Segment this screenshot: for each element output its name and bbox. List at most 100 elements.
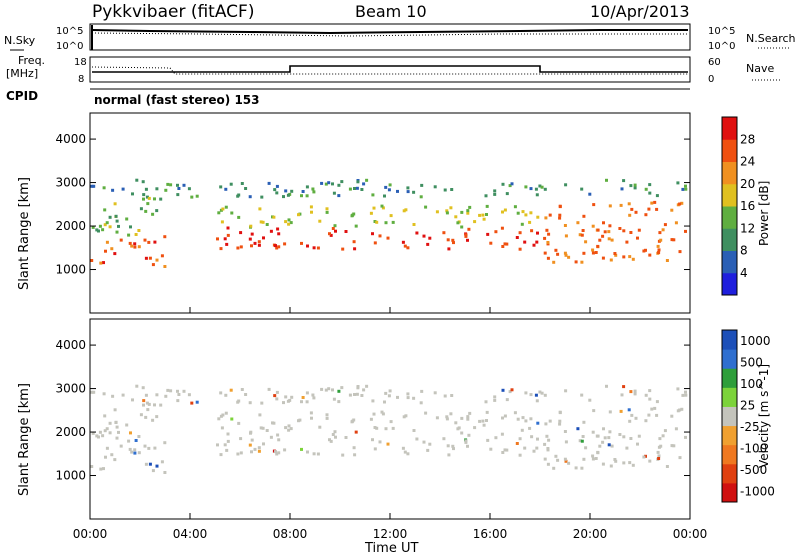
velocity-cell bbox=[467, 433, 471, 437]
n-search-trace bbox=[91, 32, 688, 37]
velocity-cell bbox=[219, 391, 223, 395]
power-cell bbox=[574, 260, 578, 264]
velocity-cell bbox=[493, 395, 497, 399]
velocity-cell bbox=[371, 438, 374, 442]
power-colorbar-tick: 16 bbox=[740, 199, 755, 213]
velocity-cell bbox=[356, 386, 360, 390]
velocity-cell bbox=[275, 397, 279, 401]
power-cell bbox=[103, 223, 107, 227]
velocity-cell bbox=[272, 421, 276, 425]
freq-label: Freq. bbox=[18, 54, 45, 67]
power-cell bbox=[591, 248, 595, 252]
velocity-cell bbox=[169, 389, 173, 393]
velocity-cell bbox=[680, 407, 684, 411]
power-cell bbox=[282, 195, 285, 199]
power-cell bbox=[160, 254, 164, 258]
power-cell bbox=[348, 187, 352, 191]
power-cell bbox=[328, 232, 331, 236]
power-cell bbox=[155, 258, 159, 262]
power-cell bbox=[177, 187, 181, 190]
velocity-cell bbox=[248, 401, 252, 405]
velocity-cell bbox=[133, 451, 137, 455]
power-cell bbox=[513, 205, 517, 209]
velocity-cell bbox=[237, 399, 241, 403]
power-cell bbox=[276, 227, 280, 231]
power-cell bbox=[598, 238, 602, 242]
velocity-cell bbox=[510, 388, 514, 392]
power-cell bbox=[237, 215, 241, 219]
power-cell bbox=[684, 187, 688, 191]
velocity-cell bbox=[446, 444, 450, 448]
power-cell bbox=[543, 251, 547, 255]
velocity-cell bbox=[340, 386, 344, 390]
power-cell bbox=[329, 233, 333, 237]
velocity-cell bbox=[428, 442, 432, 446]
power-cell bbox=[524, 213, 528, 217]
velocity-cell bbox=[529, 417, 533, 421]
velocity-cell bbox=[139, 413, 143, 417]
freq-tick-bottom: 8 bbox=[78, 74, 84, 85]
velocity-cell bbox=[125, 423, 129, 427]
velocity-cell bbox=[644, 419, 648, 423]
colorbar-swatch bbox=[722, 161, 737, 185]
velocity-cell bbox=[190, 401, 194, 405]
velocity-cell bbox=[433, 391, 437, 395]
power-cell bbox=[546, 256, 550, 260]
power-colorbar-tick: 12 bbox=[740, 221, 755, 235]
velocity-cell bbox=[105, 427, 109, 431]
y-tick-label: 3000 bbox=[55, 382, 86, 396]
power-cell bbox=[141, 180, 145, 184]
power-cell bbox=[404, 208, 408, 212]
velocity-cell bbox=[142, 403, 145, 407]
power-cell bbox=[619, 203, 623, 207]
velocity-cell bbox=[262, 442, 265, 446]
colorbar-swatch bbox=[722, 444, 737, 465]
velocity-cell bbox=[466, 417, 470, 421]
velocity-cell bbox=[485, 419, 488, 422]
power-cell bbox=[163, 235, 167, 239]
velocity-y-axis-label: Slant Range [km] bbox=[17, 383, 32, 496]
power-cell bbox=[333, 224, 337, 228]
velocity-cell bbox=[503, 414, 507, 418]
power-cell bbox=[309, 205, 313, 209]
velocity-cell bbox=[352, 446, 356, 450]
velocity-cell bbox=[681, 393, 685, 397]
power-cell bbox=[224, 187, 228, 191]
power-cell bbox=[485, 213, 488, 216]
power-cell bbox=[628, 213, 632, 217]
power-cell bbox=[250, 232, 254, 236]
power-cell bbox=[564, 253, 568, 257]
velocity-cell bbox=[580, 439, 584, 443]
velocity-cell bbox=[564, 389, 568, 393]
power-cell bbox=[389, 214, 393, 218]
power-cell bbox=[657, 248, 661, 252]
velocity-cell bbox=[95, 434, 99, 438]
velocity-cell bbox=[663, 429, 667, 433]
velocity-cell bbox=[250, 450, 253, 454]
velocity-cell bbox=[277, 451, 281, 455]
velocity-cell bbox=[622, 461, 626, 465]
power-cell bbox=[607, 237, 611, 241]
velocity-cell bbox=[558, 419, 562, 423]
velocity-cell bbox=[153, 403, 156, 407]
velocity-cell bbox=[588, 398, 592, 402]
power-cell bbox=[603, 230, 607, 234]
power-cell bbox=[445, 209, 449, 213]
power-cell bbox=[127, 233, 131, 237]
power-cell bbox=[287, 218, 291, 222]
power-cell bbox=[244, 187, 248, 190]
velocity-cell bbox=[134, 439, 138, 442]
velocity-cell bbox=[581, 435, 585, 438]
power-cell bbox=[538, 184, 542, 188]
velocity-cell bbox=[129, 431, 132, 435]
colorbar-swatch bbox=[722, 228, 737, 251]
power-cell bbox=[258, 207, 262, 211]
velocity-cell bbox=[501, 388, 505, 392]
power-cell bbox=[412, 223, 416, 226]
velocity-cell bbox=[445, 417, 449, 421]
power-cell bbox=[137, 245, 141, 249]
power-cell bbox=[143, 238, 147, 242]
velocity-cell bbox=[605, 384, 608, 388]
velocity-cell bbox=[305, 400, 309, 404]
velocity-cell bbox=[369, 417, 373, 421]
